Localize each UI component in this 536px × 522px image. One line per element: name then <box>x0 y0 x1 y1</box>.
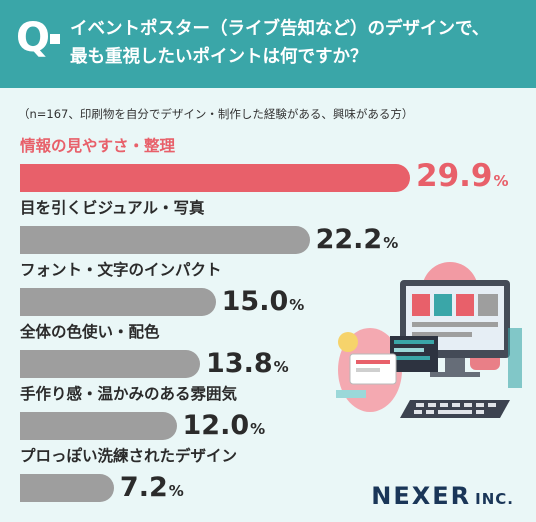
value-unit: % <box>273 358 289 376</box>
brand-name: NEXER <box>371 482 472 510</box>
sample-note: （n=167、印刷物を自分でデザイン・制作した経験がある、興味がある方） <box>18 107 414 121</box>
category-label: 目を引くビジュアル・写真 <box>20 199 205 217</box>
brand-logo: NEXER INC. <box>371 482 514 510</box>
value-number: 12.0 <box>182 410 250 441</box>
bar <box>20 288 216 316</box>
value-unit: % <box>168 482 184 500</box>
q-dot <box>50 34 60 44</box>
brand-suffix: INC. <box>475 490 514 508</box>
category-label: 手作り感・温かみのある雰囲気 <box>20 385 238 403</box>
value-number: 13.8 <box>206 348 273 379</box>
question-header: Q イベントポスター（ライブ告知など）のデザインで、 最も重視したいポイントは何… <box>0 0 536 88</box>
computer-desk-design-icon <box>336 262 522 418</box>
value-number: 22.2 <box>315 224 383 255</box>
value-label: 13.8% <box>206 350 289 377</box>
bar <box>20 226 310 254</box>
bar <box>20 164 410 192</box>
value-label: 7.2% <box>120 474 184 501</box>
bar <box>20 350 200 378</box>
question-line-1: イベントポスター（ライブ告知など）のデザインで、 <box>70 19 490 39</box>
value-unit: % <box>383 234 399 252</box>
value-label: 29.9% <box>416 161 509 192</box>
category-label: 全体の色使い・配色 <box>20 323 160 341</box>
category-label: プロっぽい洗練されたデザイン <box>20 447 238 465</box>
value-unit: % <box>493 172 509 190</box>
value-label: 22.2% <box>316 226 399 253</box>
q-mark: Q <box>16 15 51 61</box>
bar <box>20 412 177 440</box>
value-unit: % <box>250 420 266 438</box>
value-number: 29.9 <box>416 158 493 194</box>
value-unit: % <box>289 296 305 314</box>
value-number: 7.2 <box>119 472 168 503</box>
value-label: 12.0% <box>183 412 266 439</box>
category-label: フォント・文字のインパクト <box>20 261 222 279</box>
category-label: 情報の見やすさ・整理 <box>20 137 176 155</box>
value-label: 15.0% <box>222 288 305 315</box>
value-number: 15.0 <box>221 286 289 317</box>
bar <box>20 474 114 502</box>
question-line-2: 最も重視したいポイントは何ですか？ <box>70 47 368 67</box>
